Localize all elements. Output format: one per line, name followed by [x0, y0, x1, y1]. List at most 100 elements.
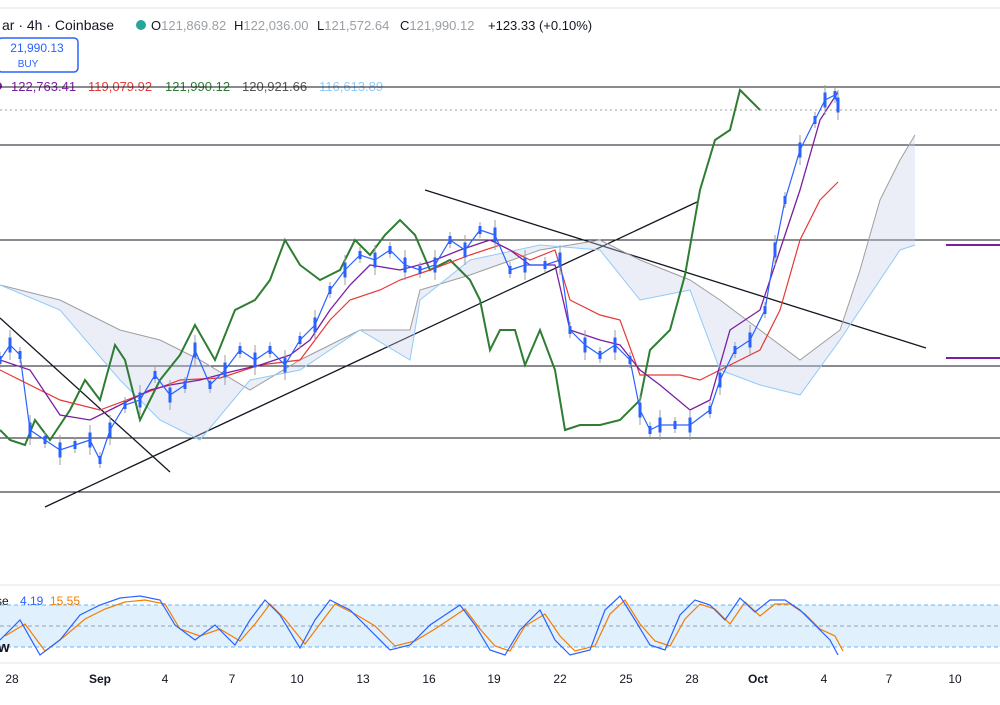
- ohlc-o: O121,869.82: [151, 18, 226, 33]
- candle-body: [813, 116, 817, 124]
- x-tick-label: 13: [356, 672, 370, 686]
- candle-body: [463, 242, 467, 258]
- candle-body: [763, 306, 767, 314]
- candle-body: [688, 417, 692, 433]
- candle-body: [28, 422, 32, 438]
- candle-body: [358, 251, 362, 259]
- ohlc-c: C121,990.12: [400, 18, 474, 33]
- price-line: [0, 94, 839, 462]
- candle-body: [708, 406, 712, 414]
- tenkan-line: [0, 91, 839, 421]
- x-tick-label: 19: [487, 672, 501, 686]
- candle-body: [523, 257, 527, 273]
- rising-trendline: [44, 201, 698, 508]
- osc-label: se: [0, 594, 9, 608]
- candle-body: [478, 226, 482, 234]
- candle-body: [388, 246, 392, 254]
- candle-body: [193, 342, 197, 358]
- x-tick-label: 7: [886, 672, 893, 686]
- candle-body: [373, 252, 377, 268]
- falling-trendline-left: [0, 317, 171, 473]
- candle-body: [836, 97, 840, 113]
- candle-body: [773, 242, 777, 258]
- candle-body: [328, 286, 332, 294]
- x-tick-label: 28: [685, 672, 699, 686]
- x-tick-label: 7: [229, 672, 236, 686]
- candle-body: [403, 257, 407, 273]
- chikou-line: [0, 88, 761, 447]
- indicator-dot: [0, 82, 2, 90]
- candle-body: [673, 421, 677, 429]
- candle-body: [0, 356, 2, 364]
- candle-body: [508, 266, 512, 274]
- span-b-line: [0, 244, 916, 441]
- candle-body: [433, 257, 437, 273]
- candle-body: [343, 262, 347, 278]
- candle-body: [583, 337, 587, 353]
- candle-body: [268, 346, 272, 354]
- candle-body: [598, 351, 602, 359]
- ohlc-l: L121,572.64: [317, 18, 389, 33]
- candle-body: [613, 337, 617, 353]
- candle-body: [658, 417, 662, 433]
- candle-body: [628, 356, 632, 364]
- x-tick-label: Oct: [748, 672, 768, 686]
- candle-body: [253, 352, 257, 368]
- candle-body: [718, 372, 722, 388]
- x-tick-label: 10: [290, 672, 304, 686]
- x-tick-label: 28: [5, 672, 19, 686]
- x-axis: 28 Sep 4 7 10 13 16 19 22 25 28 Oct 4 7 10: [5, 672, 962, 686]
- candle-body: [448, 236, 452, 244]
- candle-body: [58, 442, 62, 458]
- candle-body: [168, 387, 172, 403]
- x-tick-label: 4: [821, 672, 828, 686]
- candle-body: [493, 227, 497, 243]
- ichimoku-cloud: [0, 135, 915, 440]
- ohlc-readout: O121,869.82 H122,036.00 L121,572.64 C121,99…: [151, 18, 474, 33]
- osc-k-value: 4.19: [20, 594, 44, 608]
- span-a-line: [0, 134, 916, 391]
- x-tick-label: Sep: [89, 672, 111, 686]
- stoch-k-line: [0, 595, 839, 656]
- x-tick-label: 10: [948, 672, 962, 686]
- candle-body: [73, 441, 77, 449]
- candle-body: [568, 326, 572, 334]
- osc-d-value: 15.55: [50, 594, 80, 608]
- market-status-icon: [136, 20, 146, 30]
- candle-body: [783, 196, 787, 204]
- candle-body: [833, 91, 837, 99]
- x-tick-label: 16: [422, 672, 436, 686]
- x-tick-label: 22: [553, 672, 567, 686]
- buy-price: 21,990.13: [10, 41, 64, 55]
- candle-body: [18, 351, 22, 359]
- candle-body: [8, 337, 12, 353]
- x-tick-label: 25: [619, 672, 633, 686]
- candle-body: [798, 142, 802, 158]
- candle-body: [238, 346, 242, 354]
- candle-body: [153, 371, 157, 379]
- candle-body: [183, 381, 187, 389]
- buy-label: BUY: [18, 59, 39, 70]
- candle-body: [123, 401, 127, 409]
- candle-body: [138, 392, 142, 408]
- chart-title: ar · 4h · Coinbase: [2, 17, 114, 33]
- candle-body: [88, 432, 92, 448]
- candle-body: [558, 252, 562, 268]
- candle-body: [283, 357, 287, 373]
- candle-body: [43, 436, 47, 444]
- osc-side-label: w: [0, 639, 10, 656]
- ohlc-h: H122,036.00: [234, 18, 308, 33]
- candle-body: [98, 456, 102, 464]
- candle-body: [543, 261, 547, 269]
- candle-body: [648, 426, 652, 434]
- candle-body: [733, 346, 737, 354]
- buy-button[interactable]: 21,990.13 BUY: [0, 37, 79, 73]
- candle-body: [223, 362, 227, 378]
- candle-body: [638, 402, 642, 418]
- chart-plot-area: [0, 85, 1000, 656]
- candle-body: [823, 92, 827, 108]
- candle-body: [748, 332, 752, 348]
- price-change: +123.33 (+0.10%): [488, 18, 592, 33]
